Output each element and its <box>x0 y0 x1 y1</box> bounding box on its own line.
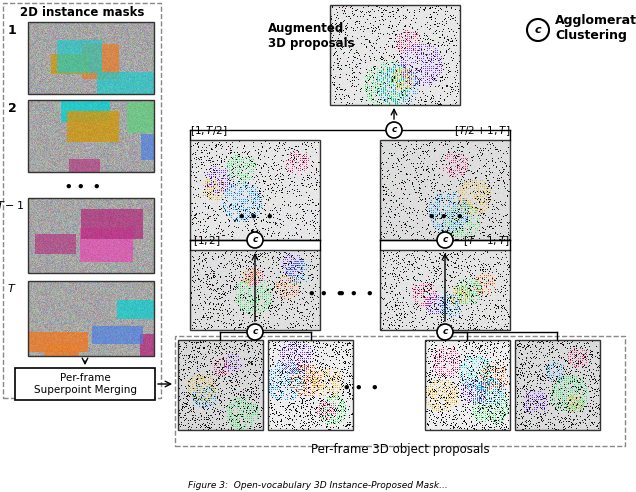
Bar <box>28 22 154 94</box>
Text: 2: 2 <box>8 101 17 115</box>
Text: $\bullet\bullet\bullet$: $\bullet\bullet\bullet$ <box>342 378 378 394</box>
Text: Figure 3:  Open-vocabulary 3D Instance-Proposed Mask...: Figure 3: Open-vocabulary 3D Instance-Pr… <box>188 481 448 490</box>
Text: $\bullet\bullet\bullet$: $\bullet\bullet\bullet$ <box>336 284 373 300</box>
Text: 1: 1 <box>8 24 17 36</box>
Circle shape <box>437 324 453 340</box>
Text: Augmented
3D proposals: Augmented 3D proposals <box>268 22 355 50</box>
Circle shape <box>247 232 263 248</box>
Text: 2D instance masks: 2D instance masks <box>20 6 144 20</box>
Text: $[T-1, T]$: $[T-1, T]$ <box>464 234 510 248</box>
Bar <box>425 340 510 430</box>
Circle shape <box>437 232 453 248</box>
Text: c: c <box>442 236 448 245</box>
Text: $[T/2+1, T]$: $[T/2+1, T]$ <box>453 124 510 138</box>
Text: $[1, T/2]$: $[1, T/2]$ <box>190 124 227 138</box>
Text: $\bullet\bullet\bullet$: $\bullet\bullet\bullet$ <box>427 208 464 222</box>
Bar <box>15 368 155 400</box>
Bar <box>330 5 460 105</box>
Text: $T$: $T$ <box>7 282 17 294</box>
Bar <box>380 140 510 240</box>
Circle shape <box>247 324 263 340</box>
Text: $\bullet\bullet\bullet$: $\bullet\bullet\bullet$ <box>307 284 343 300</box>
Text: Per-frame
Superpoint Merging: Per-frame Superpoint Merging <box>34 373 137 395</box>
Text: Agglomerative
Clustering: Agglomerative Clustering <box>555 14 636 42</box>
Text: $[1, 2]$: $[1, 2]$ <box>193 234 221 248</box>
Circle shape <box>527 19 549 41</box>
Bar <box>190 140 320 240</box>
Bar <box>28 198 154 273</box>
Text: c: c <box>442 328 448 337</box>
Text: $\bullet\bullet\bullet$: $\bullet\bullet\bullet$ <box>237 208 273 222</box>
Text: c: c <box>391 125 397 134</box>
Bar <box>268 340 353 430</box>
Bar <box>178 340 263 430</box>
Bar <box>28 281 154 356</box>
Text: c: c <box>252 328 258 337</box>
Text: c: c <box>252 236 258 245</box>
Bar <box>380 250 510 330</box>
Bar <box>515 340 600 430</box>
Text: Per-frame 3D object proposals: Per-frame 3D object proposals <box>311 443 489 457</box>
Bar <box>190 250 320 330</box>
Bar <box>175 336 625 446</box>
Text: $\bullet\bullet\bullet$: $\bullet\bullet\bullet$ <box>64 178 100 192</box>
Circle shape <box>386 122 402 138</box>
Text: $T-1$: $T-1$ <box>0 199 24 211</box>
Text: c: c <box>535 25 541 35</box>
Bar <box>28 100 154 172</box>
Bar <box>3 3 161 398</box>
